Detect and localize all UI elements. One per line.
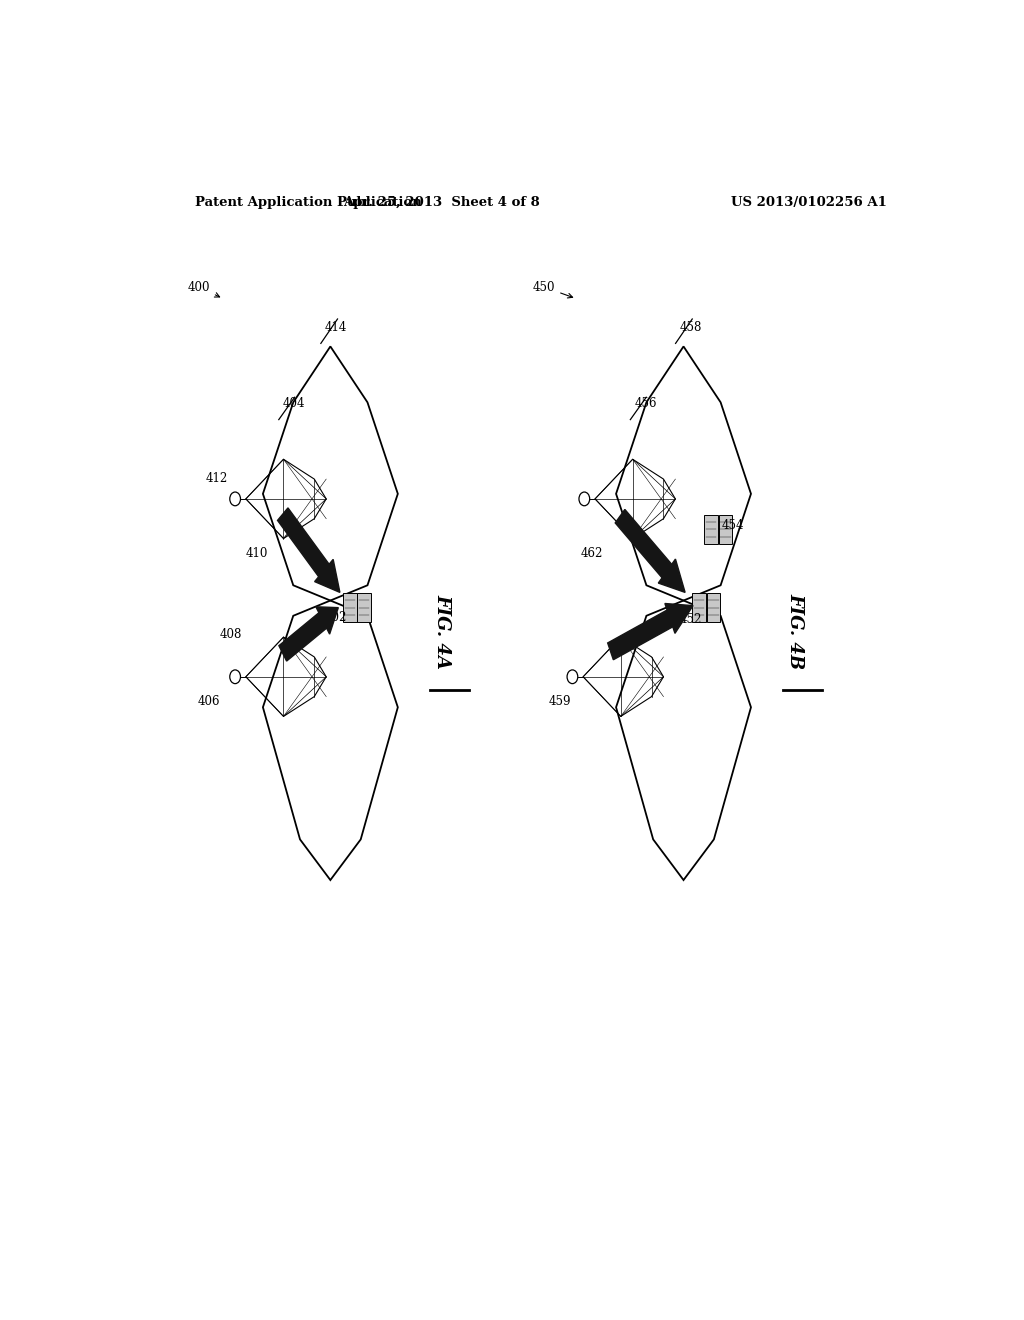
Bar [692, 593, 706, 622]
Text: 458: 458 [680, 321, 701, 334]
Text: 462: 462 [581, 546, 603, 560]
Bar [719, 515, 732, 544]
Polygon shape [315, 607, 338, 634]
Text: 402: 402 [325, 611, 347, 624]
Text: 414: 414 [325, 321, 347, 334]
Text: FIG. 4B: FIG. 4B [786, 593, 805, 669]
Text: 459: 459 [549, 696, 571, 709]
Text: 460: 460 [634, 626, 656, 639]
Polygon shape [278, 508, 329, 577]
Text: Apr. 25, 2013  Sheet 4 of 8: Apr. 25, 2013 Sheet 4 of 8 [343, 195, 540, 209]
Text: 452: 452 [680, 612, 701, 626]
Bar [357, 593, 371, 622]
Bar [705, 515, 718, 544]
Text: Patent Application Publication: Patent Application Publication [196, 195, 422, 209]
Text: 412: 412 [206, 471, 228, 484]
Text: US 2013/0102256 A1: US 2013/0102256 A1 [731, 195, 887, 209]
Text: 408: 408 [219, 628, 242, 642]
Polygon shape [665, 603, 693, 634]
Text: 404: 404 [283, 397, 305, 411]
Text: 406: 406 [198, 696, 220, 709]
Bar [707, 593, 720, 622]
Text: 456: 456 [634, 397, 656, 411]
Text: FIG. 4A: FIG. 4A [433, 594, 452, 668]
Polygon shape [314, 560, 340, 593]
Text: 450: 450 [532, 281, 572, 298]
Text: 400: 400 [187, 281, 219, 297]
Polygon shape [279, 612, 327, 661]
Polygon shape [658, 560, 685, 593]
Text: 454: 454 [722, 519, 744, 532]
Text: 410: 410 [246, 546, 268, 560]
Polygon shape [615, 510, 672, 578]
Bar [343, 593, 356, 622]
Polygon shape [607, 610, 673, 660]
